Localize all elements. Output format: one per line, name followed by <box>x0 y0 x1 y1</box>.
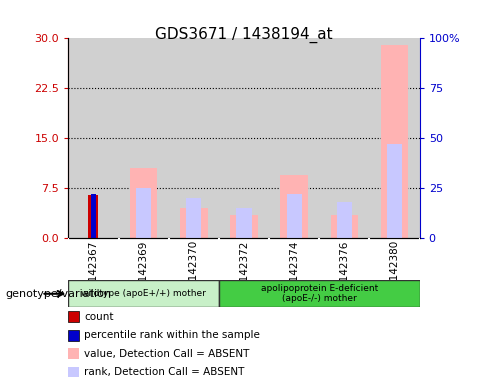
Bar <box>237 208 251 238</box>
Text: GSM142369: GSM142369 <box>139 240 149 304</box>
Text: percentile rank within the sample: percentile rank within the sample <box>84 330 260 340</box>
Bar <box>319 38 369 238</box>
Bar <box>286 194 302 238</box>
Text: GSM142372: GSM142372 <box>239 240 249 304</box>
Bar <box>387 144 402 238</box>
Text: wildtype (apoE+/+) mother: wildtype (apoE+/+) mother <box>81 289 206 298</box>
Text: genotype/variation: genotype/variation <box>5 289 111 299</box>
Text: GSM142367: GSM142367 <box>88 240 99 304</box>
Bar <box>186 198 202 238</box>
Bar <box>68 280 219 307</box>
Bar <box>381 45 408 238</box>
Bar <box>169 38 219 238</box>
Bar <box>269 38 319 238</box>
Text: rank, Detection Call = ABSENT: rank, Detection Call = ABSENT <box>84 367 244 377</box>
Text: GDS3671 / 1438194_at: GDS3671 / 1438194_at <box>155 27 333 43</box>
Bar <box>281 175 308 238</box>
Bar <box>130 168 158 238</box>
Bar <box>88 195 99 238</box>
Bar <box>230 215 258 238</box>
Bar <box>91 194 96 238</box>
Text: GSM142374: GSM142374 <box>289 240 299 304</box>
Text: value, Detection Call = ABSENT: value, Detection Call = ABSENT <box>84 349 249 359</box>
Text: GSM142376: GSM142376 <box>339 240 349 304</box>
Bar <box>369 38 420 238</box>
Bar <box>136 188 151 238</box>
Bar <box>337 202 352 238</box>
Bar <box>180 208 207 238</box>
Bar <box>119 38 169 238</box>
Bar <box>330 215 358 238</box>
Text: GSM142370: GSM142370 <box>189 240 199 303</box>
Text: count: count <box>84 312 113 322</box>
Bar <box>219 38 269 238</box>
Bar <box>219 280 420 307</box>
Text: apolipoprotein E-deficient
(apoE-/-) mother: apolipoprotein E-deficient (apoE-/-) mot… <box>261 284 378 303</box>
Text: GSM142380: GSM142380 <box>389 240 400 303</box>
Bar <box>68 38 119 238</box>
